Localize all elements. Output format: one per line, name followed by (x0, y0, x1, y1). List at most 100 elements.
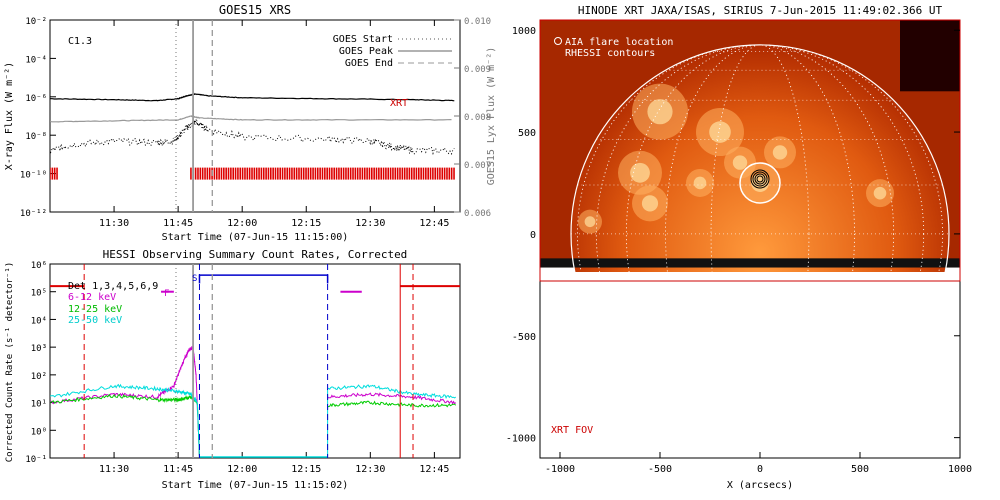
xrt-active-region-core (584, 216, 596, 228)
xrt-x-tick-label-4: 1000 (948, 464, 972, 475)
hessi-series-25-50-keV (50, 383, 200, 458)
goes-class-label: C1.3 (68, 36, 92, 47)
xrt-legend-circle-icon (554, 37, 562, 45)
goes-y2-ticks: 0.010 0.009 0.008 0.007 0.006 (454, 17, 491, 219)
xrt-fov-box (539, 19, 961, 282)
hessi-y-tick-label-2: 10⁴ (31, 316, 47, 326)
hessi-x-tick-label-0: 11:30 (99, 464, 129, 475)
xrt-x-tick-label-0: -1000 (545, 464, 575, 475)
hessi-flag-s: S (192, 274, 197, 284)
hessi-ylabel: Corrected Count Rate (s⁻¹ detector⁻¹) (5, 262, 15, 462)
hessi-x-tick-label-1: 11:45 (163, 464, 193, 475)
goes-legend-end: GOES End (345, 58, 393, 69)
xrt-xlabel: X (arcsecs) (727, 480, 793, 491)
goes-x-tick-label-5: 12:45 (419, 218, 449, 229)
hessi-x-tick-label-4: 12:30 (355, 464, 385, 475)
hessi-series-12-25-keV (50, 393, 200, 458)
xrt-longitude-line (710, 44, 810, 272)
hessi-y-tick-label-5: 10¹ (31, 400, 47, 410)
xrt-longitude-line (577, 44, 943, 272)
xrt-image-panel: HINODE XRT JAXA/ISAS, SIRIUS 7-Jun-2015 … (506, 4, 972, 491)
xrt-legend: AIA flare location RHESSI contours (554, 37, 673, 59)
hessi-plot-frame (49, 263, 461, 459)
xrt-dark-corner (900, 20, 960, 92)
goes-series (50, 20, 455, 212)
goes-plot-frame (49, 19, 461, 213)
goes-y-tick-label-0: 10⁻² (25, 17, 47, 27)
xrt-axis-ticks: -1000 -500 0 500 1000 1000 500 0 -500 -1000 (506, 26, 972, 475)
xrt-x-tick-label-1: -500 (648, 464, 672, 475)
xrt-rhessi-contour-1 (752, 171, 768, 187)
goes-ylabel-right: GOES15 Lyx Flux (W m⁻²) (486, 47, 497, 185)
xrt-active-region-core (647, 99, 673, 125)
hessi-x-tick-label-5: 12:45 (419, 464, 449, 475)
goes-x-tick-label-1: 11:45 (163, 218, 193, 229)
goes-xlabel: Start Time (07-Jun-15 11:15:00) (162, 232, 349, 243)
hessi-legend-6-12: 6-12 keV (68, 292, 116, 303)
xrt-rhessi-contour-0 (750, 169, 770, 189)
xrt-fov-label: XRT FOV (551, 425, 593, 436)
goes-y2-tick-label-3: 0.007 (464, 161, 491, 171)
hessi-legend-det: Det 1,3,4,5,6,9 (68, 281, 158, 292)
xrt-active-region-core (630, 162, 650, 183)
hessi-y-tick-label-0: 10⁶ (31, 261, 47, 271)
xrt-bottom-band (540, 258, 960, 268)
goes-y-tick-label-5: 10⁻¹² (20, 209, 47, 219)
hessi-legend-12-25: 12-25 keV (68, 304, 122, 315)
hessi-legend-25-50: 25-50 keV (68, 315, 122, 326)
xrt-x-tick-label-2: 0 (757, 464, 763, 475)
hessi-y-ticks: 10⁶ 10⁵ 10⁴ 10³ 10² 10¹ 10⁰ 10⁻¹ (25, 261, 56, 465)
hessi-y-tick-label-6: 10⁰ (31, 427, 47, 437)
hessi-series-12-25-keV (327, 400, 457, 408)
hessi-xlabel: Start Time (07-Jun-15 11:15:02) (162, 480, 349, 491)
goes-x-tick-label-4: 12:30 (355, 218, 385, 229)
goes-xrs-panel: GOES15 XRS 10⁻² 10⁻⁴ 10⁻⁶ 10⁻⁸ 10⁻¹⁰ 10⁻¹² 0.… (4, 3, 497, 243)
goes-y-tick-label-3: 10⁻⁸ (25, 132, 47, 142)
xrt-aia-flare-circle (739, 162, 781, 204)
hessi-panel: HESSI Observing Summary Count Rates, Cor… (5, 248, 461, 491)
hessi-y-tick-label-1: 10⁵ (31, 289, 47, 299)
xrt-y-tick-label-0: 1000 (512, 26, 536, 37)
hessi-x-tick-label-3: 12:15 (291, 464, 321, 475)
xrt-active-region-core (732, 155, 748, 170)
xrt-limb-circle (570, 44, 950, 272)
hessi-legend: Det 1,3,4,5,6,9 6-12 keV 12-25 keV 25-50… (68, 281, 158, 326)
goes-y2-tick-label-1: 0.009 (464, 65, 491, 75)
hessi-series-6-12-keV (50, 345, 200, 458)
xrt-y-tick-label-4: -1000 (506, 434, 536, 445)
goes-legend: GOES Start GOES Peak GOES End (333, 34, 452, 69)
xrt-active-region-core (709, 121, 731, 143)
goes-series-short (50, 118, 455, 156)
hessi-series-6-12-keV (327, 392, 457, 405)
goes-legend-start: GOES Start (333, 34, 393, 45)
hessi-x-tick-label-2: 12:00 (227, 464, 257, 475)
xrt-longitude-line (665, 44, 855, 272)
hessi-series (50, 264, 460, 458)
xrt-y-tick-label-1: 500 (518, 128, 536, 139)
goes-series-long (50, 92, 455, 102)
goes-y2-tick-label-0: 0.010 (464, 17, 491, 27)
hessi-y-tick-label-3: 10³ (31, 344, 47, 354)
xrt-active-region-core (873, 186, 887, 200)
goes-x-tick-label-2: 12:00 (227, 218, 257, 229)
xrt-active-region-core (693, 176, 707, 190)
xrt-solar-image (540, 20, 960, 272)
xrt-rhessi-contour-3 (756, 175, 764, 183)
goes-series-lyx (50, 115, 452, 123)
xrt-active-region-core (641, 195, 659, 212)
xrt-x-tick-label-3: 500 (851, 464, 869, 475)
goes-y2-tick-label-2: 0.008 (464, 113, 491, 123)
goes-title: GOES15 XRS (219, 3, 291, 17)
xrt-rhessi-contour-2 (754, 173, 766, 185)
xrt-legend-rhessi: RHESSI contours (565, 48, 655, 59)
hessi-y-tick-label-4: 10² (31, 372, 47, 382)
xrt-longitude-line (625, 44, 895, 272)
hessi-saa-bar (198, 274, 329, 284)
goes-y-tick-label-1: 10⁻⁴ (25, 55, 47, 65)
hessi-y-tick-label-7: 10⁻¹ (25, 455, 47, 465)
xrt-active-region-core (772, 145, 788, 160)
xrt-y-tick-label-2: 0 (530, 230, 536, 241)
goes-y-tick-label-2: 10⁻⁶ (25, 94, 47, 104)
hessi-flag-f: F (164, 289, 169, 299)
